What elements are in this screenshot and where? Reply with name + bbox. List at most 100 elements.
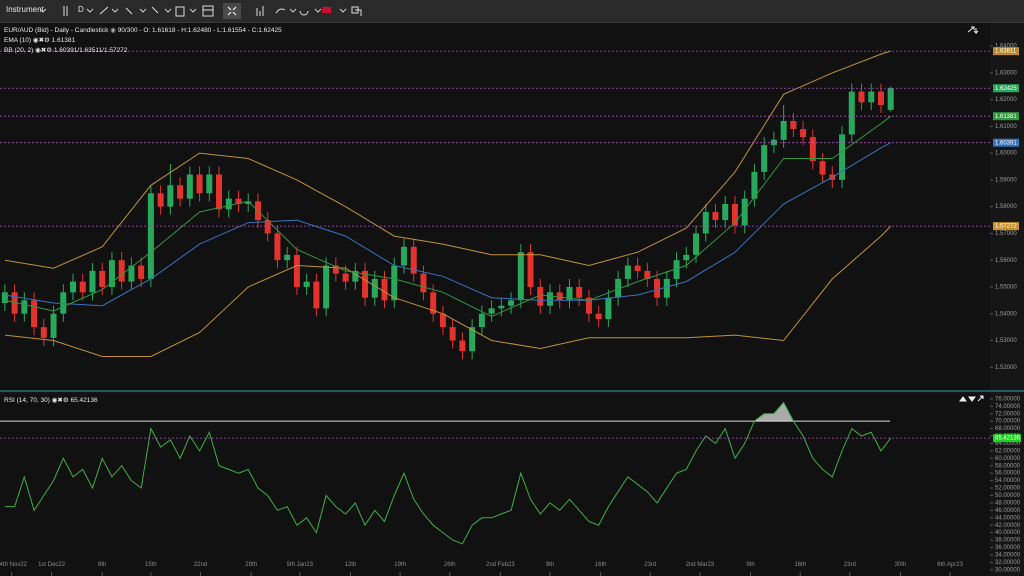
x-tick-label: 2nd Feb23: [485, 562, 515, 568]
candle-body: [157, 193, 164, 207]
candle-body: [508, 300, 515, 306]
price-layer: 1.52000 1.53000 1.54000 1.55000 1.56000 1.570…: [0, 44, 1019, 576]
candle-body: [517, 252, 524, 301]
rsi-line: [4, 401, 892, 545]
language-flag[interactable]: [322, 7, 331, 13]
candle-body: [410, 246, 417, 274]
bar-counter: 90/300: [117, 27, 138, 34]
candle-body: [108, 260, 115, 287]
candle-body: [118, 260, 125, 282]
candle-body: [362, 270, 369, 298]
candle-body: [469, 327, 476, 352]
candle-body: [566, 286, 573, 301]
y-tick-label: 44.00000: [995, 515, 1021, 521]
x-tick-label: 16th: [594, 562, 607, 568]
ohlc: O: 1.61618 - H:1.62480 - L:1.61554 - C:1…: [143, 27, 282, 34]
title: EUR/AUD (Bid) - Daily - Candlestick: [4, 27, 109, 34]
candle-body: [371, 278, 378, 298]
candle-body: [147, 193, 154, 279]
x-tick-label: 15th: [145, 562, 157, 568]
candle-body: [313, 281, 320, 309]
candle-body: [60, 292, 67, 314]
candle-body: [89, 270, 96, 293]
y-tick-label: 42.00000: [995, 523, 1021, 529]
panel-controls[interactable]: [959, 395, 984, 402]
y-tick-label: 1.53000: [995, 338, 1017, 344]
legend-name: BB (20, 2): [4, 47, 34, 54]
y-tick-label: 30.00000: [995, 567, 1021, 573]
candle-body: [741, 198, 748, 226]
x-tick-label: 9th: [545, 562, 555, 568]
candle-body: [177, 185, 184, 199]
candle-body: [556, 292, 563, 301]
price-label-bg: [993, 222, 1019, 231]
tool-icons[interactable]: [63, 5, 362, 17]
candle-body: [332, 265, 339, 274]
dropdown-arrows[interactable]: [39, 8, 347, 13]
y-tick-label: 1.52000: [995, 365, 1017, 371]
candle-body: [245, 201, 252, 204]
bollinger-upper: [4, 50, 891, 269]
candle-body: [11, 292, 18, 314]
maximize-icon[interactable]: [967, 26, 979, 35]
instrument-menu[interactable]: Instrument: [6, 5, 44, 14]
candle-body: [673, 260, 680, 279]
y-tick-label: 1.59000: [995, 177, 1017, 183]
candle-body: [128, 265, 135, 282]
candle-body: [449, 327, 456, 341]
period-menu[interactable]: D: [78, 5, 84, 14]
y-tick-label: 1.58000: [995, 204, 1017, 210]
y-tick-label: 52.00000: [995, 486, 1021, 492]
x-tick-label: 19th: [394, 562, 406, 568]
candle-body: [488, 308, 495, 314]
active-tool[interactable]: [223, 3, 241, 19]
y-tick-label: 48.00000: [995, 500, 1021, 506]
candle-body: [712, 212, 719, 221]
candle-body: [196, 174, 203, 194]
x-tick-label: 26th: [443, 562, 456, 568]
chart-title: EUR/AUD (Bid) - Daily - Candlestick ◉ 90…: [4, 27, 282, 34]
candle-body: [634, 265, 641, 271]
price-label-bg: [993, 434, 1021, 443]
x-tick-label: 6th Apr23: [937, 562, 963, 568]
candle-body: [459, 340, 466, 352]
candle-body: [391, 265, 398, 301]
candle-body: [858, 91, 865, 103]
x-tick-label: 30th: [894, 562, 907, 568]
legend-name: EMA (10): [4, 37, 32, 44]
legend-value: 65.42136: [70, 397, 98, 404]
price-label: 1.61381: [995, 114, 1017, 120]
y-tick-label: 70.00000: [995, 419, 1021, 425]
candle-body: [790, 121, 797, 130]
candle-body: [702, 212, 709, 234]
candle-body: [206, 174, 213, 194]
y-tick-label: 1.55000: [995, 285, 1017, 291]
legend-name: RSI (14, 70, 30): [4, 397, 50, 404]
candle-body: [138, 265, 145, 279]
candle-body: [800, 129, 807, 138]
candle-body: [605, 297, 612, 320]
ema-line: [4, 115, 892, 317]
candle-body: [761, 145, 768, 172]
x-tick-label: 29th: [245, 562, 257, 568]
candle-body: [1, 292, 8, 304]
price-label: 1.63811: [995, 49, 1017, 55]
candle-body: [420, 273, 427, 293]
candle-body: [576, 286, 583, 298]
y-tick-label: 1.61000: [995, 124, 1017, 130]
x-tick-label: 12th: [344, 562, 357, 568]
price-label-bg: [993, 112, 1019, 121]
candle-body: [819, 161, 826, 175]
candle-body: [430, 292, 437, 314]
y-tick-label: 38.00000: [995, 538, 1021, 544]
candle-body: [615, 278, 622, 298]
candle-body: [780, 121, 787, 140]
bollinger-middle: [4, 142, 891, 307]
y-tick-label: 1.63000: [995, 70, 1017, 76]
candle-body: [70, 281, 77, 293]
y-tick-label: 58.00000: [995, 463, 1021, 469]
candle-body: [167, 185, 174, 207]
candle-body: [722, 203, 729, 221]
candle-body: [225, 198, 232, 210]
